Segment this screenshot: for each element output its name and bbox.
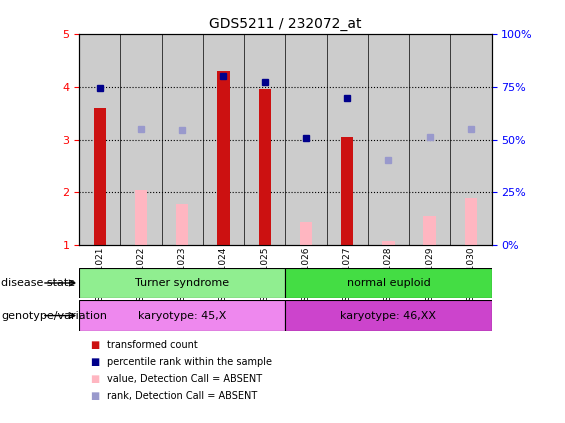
Text: percentile rank within the sample: percentile rank within the sample — [107, 357, 272, 367]
Bar — [450, 34, 492, 245]
Bar — [176, 204, 188, 245]
Text: karyotype: 46,XX: karyotype: 46,XX — [341, 310, 436, 321]
Text: normal euploid: normal euploid — [346, 278, 431, 288]
Bar — [162, 34, 203, 245]
Text: ■: ■ — [90, 390, 99, 401]
Bar — [424, 216, 436, 245]
Bar — [327, 34, 368, 245]
Text: ■: ■ — [90, 374, 99, 384]
Text: Turner syndrome: Turner syndrome — [135, 278, 229, 288]
FancyBboxPatch shape — [285, 268, 492, 298]
Bar — [409, 34, 450, 245]
Text: ■: ■ — [90, 357, 99, 367]
FancyBboxPatch shape — [285, 300, 492, 331]
Text: value, Detection Call = ABSENT: value, Detection Call = ABSENT — [107, 374, 263, 384]
Bar — [218, 71, 229, 245]
Text: disease state: disease state — [1, 278, 75, 288]
Bar — [79, 34, 120, 245]
Bar — [135, 190, 147, 245]
Bar — [300, 222, 312, 245]
Text: ■: ■ — [90, 340, 99, 350]
Text: karyotype: 45,X: karyotype: 45,X — [138, 310, 227, 321]
Bar — [383, 241, 394, 245]
Bar — [244, 34, 285, 245]
Bar — [120, 34, 162, 245]
Text: genotype/variation: genotype/variation — [1, 310, 107, 321]
Title: GDS5211 / 232072_at: GDS5211 / 232072_at — [209, 17, 362, 31]
Bar — [465, 198, 477, 245]
Bar — [259, 89, 271, 245]
Bar — [94, 108, 106, 245]
FancyBboxPatch shape — [79, 300, 285, 331]
Bar — [203, 34, 244, 245]
Bar — [341, 137, 353, 245]
Bar — [368, 34, 409, 245]
Text: rank, Detection Call = ABSENT: rank, Detection Call = ABSENT — [107, 390, 258, 401]
Bar — [285, 34, 327, 245]
FancyBboxPatch shape — [79, 268, 285, 298]
Text: transformed count: transformed count — [107, 340, 198, 350]
